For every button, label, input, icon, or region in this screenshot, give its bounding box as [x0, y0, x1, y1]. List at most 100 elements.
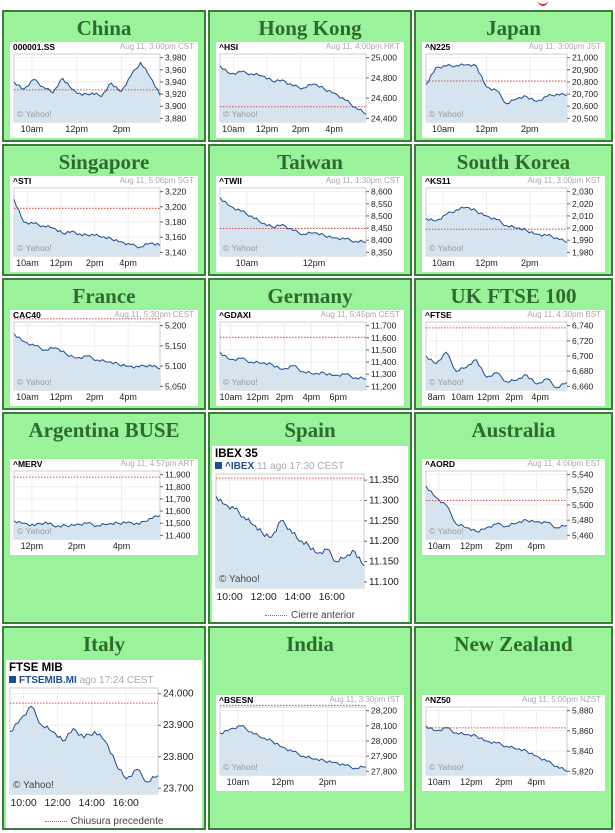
market-chart[interactable]: 12pm 2pm 4pm 11,900 11,800 11,700 11,600 11,500…	[10, 459, 198, 555]
x-tick-label: 12:00	[45, 797, 71, 809]
timestamp: ago 17:24 CEST	[79, 675, 154, 686]
ticker-symbol[interactable]: ^AORD	[425, 459, 455, 469]
y-tick-label: 1,990	[572, 235, 594, 245]
market-title[interactable]: Singapore	[58, 150, 150, 174]
series-area	[220, 65, 366, 122]
market-chart[interactable]: 10am 12pm 2pm 4pm 3,220 3,200 3,180 3,160 3,140 ©…	[10, 176, 198, 272]
ticker-symbol[interactable]: ^GDAXI	[219, 310, 251, 320]
y-tick-label: 8,450	[371, 223, 393, 233]
yahoo-watermark: © Yahoo!	[13, 780, 54, 791]
ticker-symbol[interactable]: 000001.SS	[13, 42, 56, 52]
series-line	[425, 725, 568, 772]
y-tick-label: 11.300	[369, 495, 399, 506]
series-line	[219, 65, 367, 115]
x-tick-label: 10:00	[10, 797, 36, 809]
market-chart[interactable]: 10am 12pm 2pm 4pm 25,000 24,800 24,600 24,400 © …	[216, 42, 404, 138]
y-tick-label: 24,600	[371, 93, 397, 103]
market-title[interactable]: Italy	[83, 632, 125, 656]
series-area	[426, 725, 567, 775]
market-title[interactable]: Hong Kong	[258, 16, 362, 40]
y-tick-label: 24,800	[371, 73, 397, 83]
yahoo-watermark: © Yahoo!	[223, 762, 258, 772]
ticker-symbol[interactable]: ^HSI	[219, 42, 239, 52]
market-title[interactable]: Taiwan	[277, 150, 343, 174]
y-tick-label: 3,160	[165, 232, 187, 242]
market-cell: Singapore 10am 12pm 2pm 4pm 3,220 3,200 3,180 3,…	[2, 144, 206, 276]
ticker-symbol[interactable]: ^KS11	[425, 176, 451, 186]
ticker-symbol[interactable]: ^NZ50	[425, 695, 451, 705]
market-chart[interactable]: 10am 12pm 2pm 2,030 2,020 2,010 2,000 1,990 1,98…	[422, 176, 605, 272]
ticker-symbol[interactable]: CAC40	[13, 310, 41, 320]
market-chart[interactable]: 10:00 12:00 14:00 16:00 11.350 11.300 11.250 11…	[212, 446, 408, 622]
ticker-symbol[interactable]: ^STI	[13, 176, 32, 186]
y-tick-label: 11,700	[165, 494, 191, 504]
market-chart[interactable]: 8am 10am 12pm 2pm 4pm 6,740 6,720 6,700 6,680 6,6…	[422, 310, 605, 406]
market-chart[interactable]: 10am 12pm 2pm 4pm 5,540 5,520 5,500 5,480 5,460 ©…	[422, 459, 605, 555]
series-line	[425, 206, 568, 244]
series-area	[426, 63, 567, 122]
ticker-symbol[interactable]: ^N225	[425, 42, 451, 52]
series-swatch	[9, 676, 16, 683]
market-cell: South Korea 10am 12pm 2pm 2,030 2,020 2,010 2,0…	[414, 144, 613, 276]
y-tick-label: 8,500	[371, 211, 393, 221]
market-cell: Argentina BUSE 12pm 2pm 4pm 11,900 11,800 11,7…	[2, 412, 206, 624]
x-tick-label: 2pm	[86, 258, 104, 268]
market-chart[interactable]: 10:00 12:00 14:00 16:00 24.000 23.900 23.800 23…	[6, 660, 202, 828]
market-chart[interactable]: 10am 12pm 2pm 21,000 20,900 20,800 20,700 20,60…	[422, 42, 605, 138]
market-cell: Spain 10:00 12:00 14:00 16:00 11.350 11.300 11.…	[208, 412, 412, 624]
timestamp: Aug 11, 3:30pm IST	[329, 695, 400, 704]
y-tick-label: 21,000	[572, 53, 598, 63]
ticker-symbol[interactable]: ^MERV	[13, 459, 43, 469]
series-line	[219, 352, 367, 380]
x-tick-label: 2pm	[521, 124, 539, 134]
market-title[interactable]: South Korea	[456, 150, 571, 174]
market-chart[interactable]: 10am 12pm 2pm 4pm 5,880 5,860 5,840 5,820 © Yaho…	[422, 695, 605, 791]
y-tick-label: 3,220	[165, 187, 187, 197]
series-area	[216, 496, 364, 588]
market-title[interactable]: New Zealand	[454, 632, 573, 656]
x-tick-label: 12pm	[256, 124, 279, 134]
market-chart[interactable]: 10am 12pm 2pm 4pm 5,200 5,150 5,100 5,050 © Yaho…	[10, 310, 198, 406]
yahoo-watermark: © Yahoo!	[17, 377, 52, 387]
x-tick-label: 12pm	[460, 541, 483, 551]
market-title[interactable]: Germany	[267, 284, 353, 308]
market-title[interactable]: Spain	[284, 418, 336, 442]
ticker-link[interactable]: ^IBEX	[225, 461, 255, 472]
market-chart[interactable]: 10am 12pm 2pm 28,200 28,100 28,000 27,900 27,80…	[216, 695, 404, 791]
timestamp: Aug 11, 5:30pm CEST	[114, 310, 194, 319]
x-tick-label: 4pm	[119, 258, 137, 268]
y-tick-label: 28,000	[371, 736, 397, 746]
market-title[interactable]: Japan	[486, 16, 541, 40]
series-line	[425, 63, 568, 105]
y-tick-label: 11.250	[369, 516, 399, 527]
market-title[interactable]: France	[72, 284, 136, 308]
y-tick-label: 1,980	[572, 247, 594, 257]
x-tick-label: 10am	[236, 258, 259, 268]
market-title[interactable]: Argentina BUSE	[28, 418, 180, 442]
ticker-symbol[interactable]: ^TWII	[219, 176, 242, 186]
chart-svg: 10am 12pm 2pm 4pm 3,220 3,200 3,180 3,160 3,140 ©…	[13, 187, 187, 268]
ticker-symbol[interactable]: ^BSESN	[219, 695, 254, 705]
yahoo-watermark: © Yahoo!	[17, 243, 52, 253]
y-tick-label: 3,900	[165, 101, 187, 111]
market-cell: Taiwan 10am 12pm 8,600 8,550 8,500 8,450 8,400 8…	[208, 144, 412, 276]
timestamp: Aug 11, 4:00pm EST	[527, 459, 601, 468]
y-tick-label: 3,920	[165, 89, 187, 99]
y-tick-label: 20,500	[572, 113, 598, 123]
yahoo-watermark: © Yahoo!	[429, 377, 464, 387]
market-chart[interactable]: 10am 12pm 8,600 8,550 8,500 8,450 8,400 8,350 © …	[216, 176, 404, 272]
legend-dash	[44, 820, 67, 822]
market-chart[interactable]: 10am 12pm 2pm 4pm 6pm 11,700 11,600 11,500 11,40…	[216, 310, 404, 406]
x-tick-label: 2pm	[495, 541, 513, 551]
market-title[interactable]: China	[76, 16, 132, 40]
ticker-link[interactable]: FTSEMIB.MI	[19, 675, 77, 686]
y-tick-label: 11,500	[371, 345, 397, 355]
market-chart[interactable]: 10am 12pm 2pm 3,980 3,960 3,940 3,920 3,900 3,88…	[10, 42, 198, 138]
market-title[interactable]: India	[286, 632, 334, 656]
y-tick-label: 23.800	[163, 752, 194, 763]
market-title[interactable]: Australia	[471, 418, 556, 442]
x-tick-label: 4pm	[119, 392, 137, 402]
market-title[interactable]: UK FTSE 100	[450, 284, 577, 308]
series-area	[14, 62, 160, 122]
ticker-symbol[interactable]: ^FTSE	[425, 310, 452, 320]
